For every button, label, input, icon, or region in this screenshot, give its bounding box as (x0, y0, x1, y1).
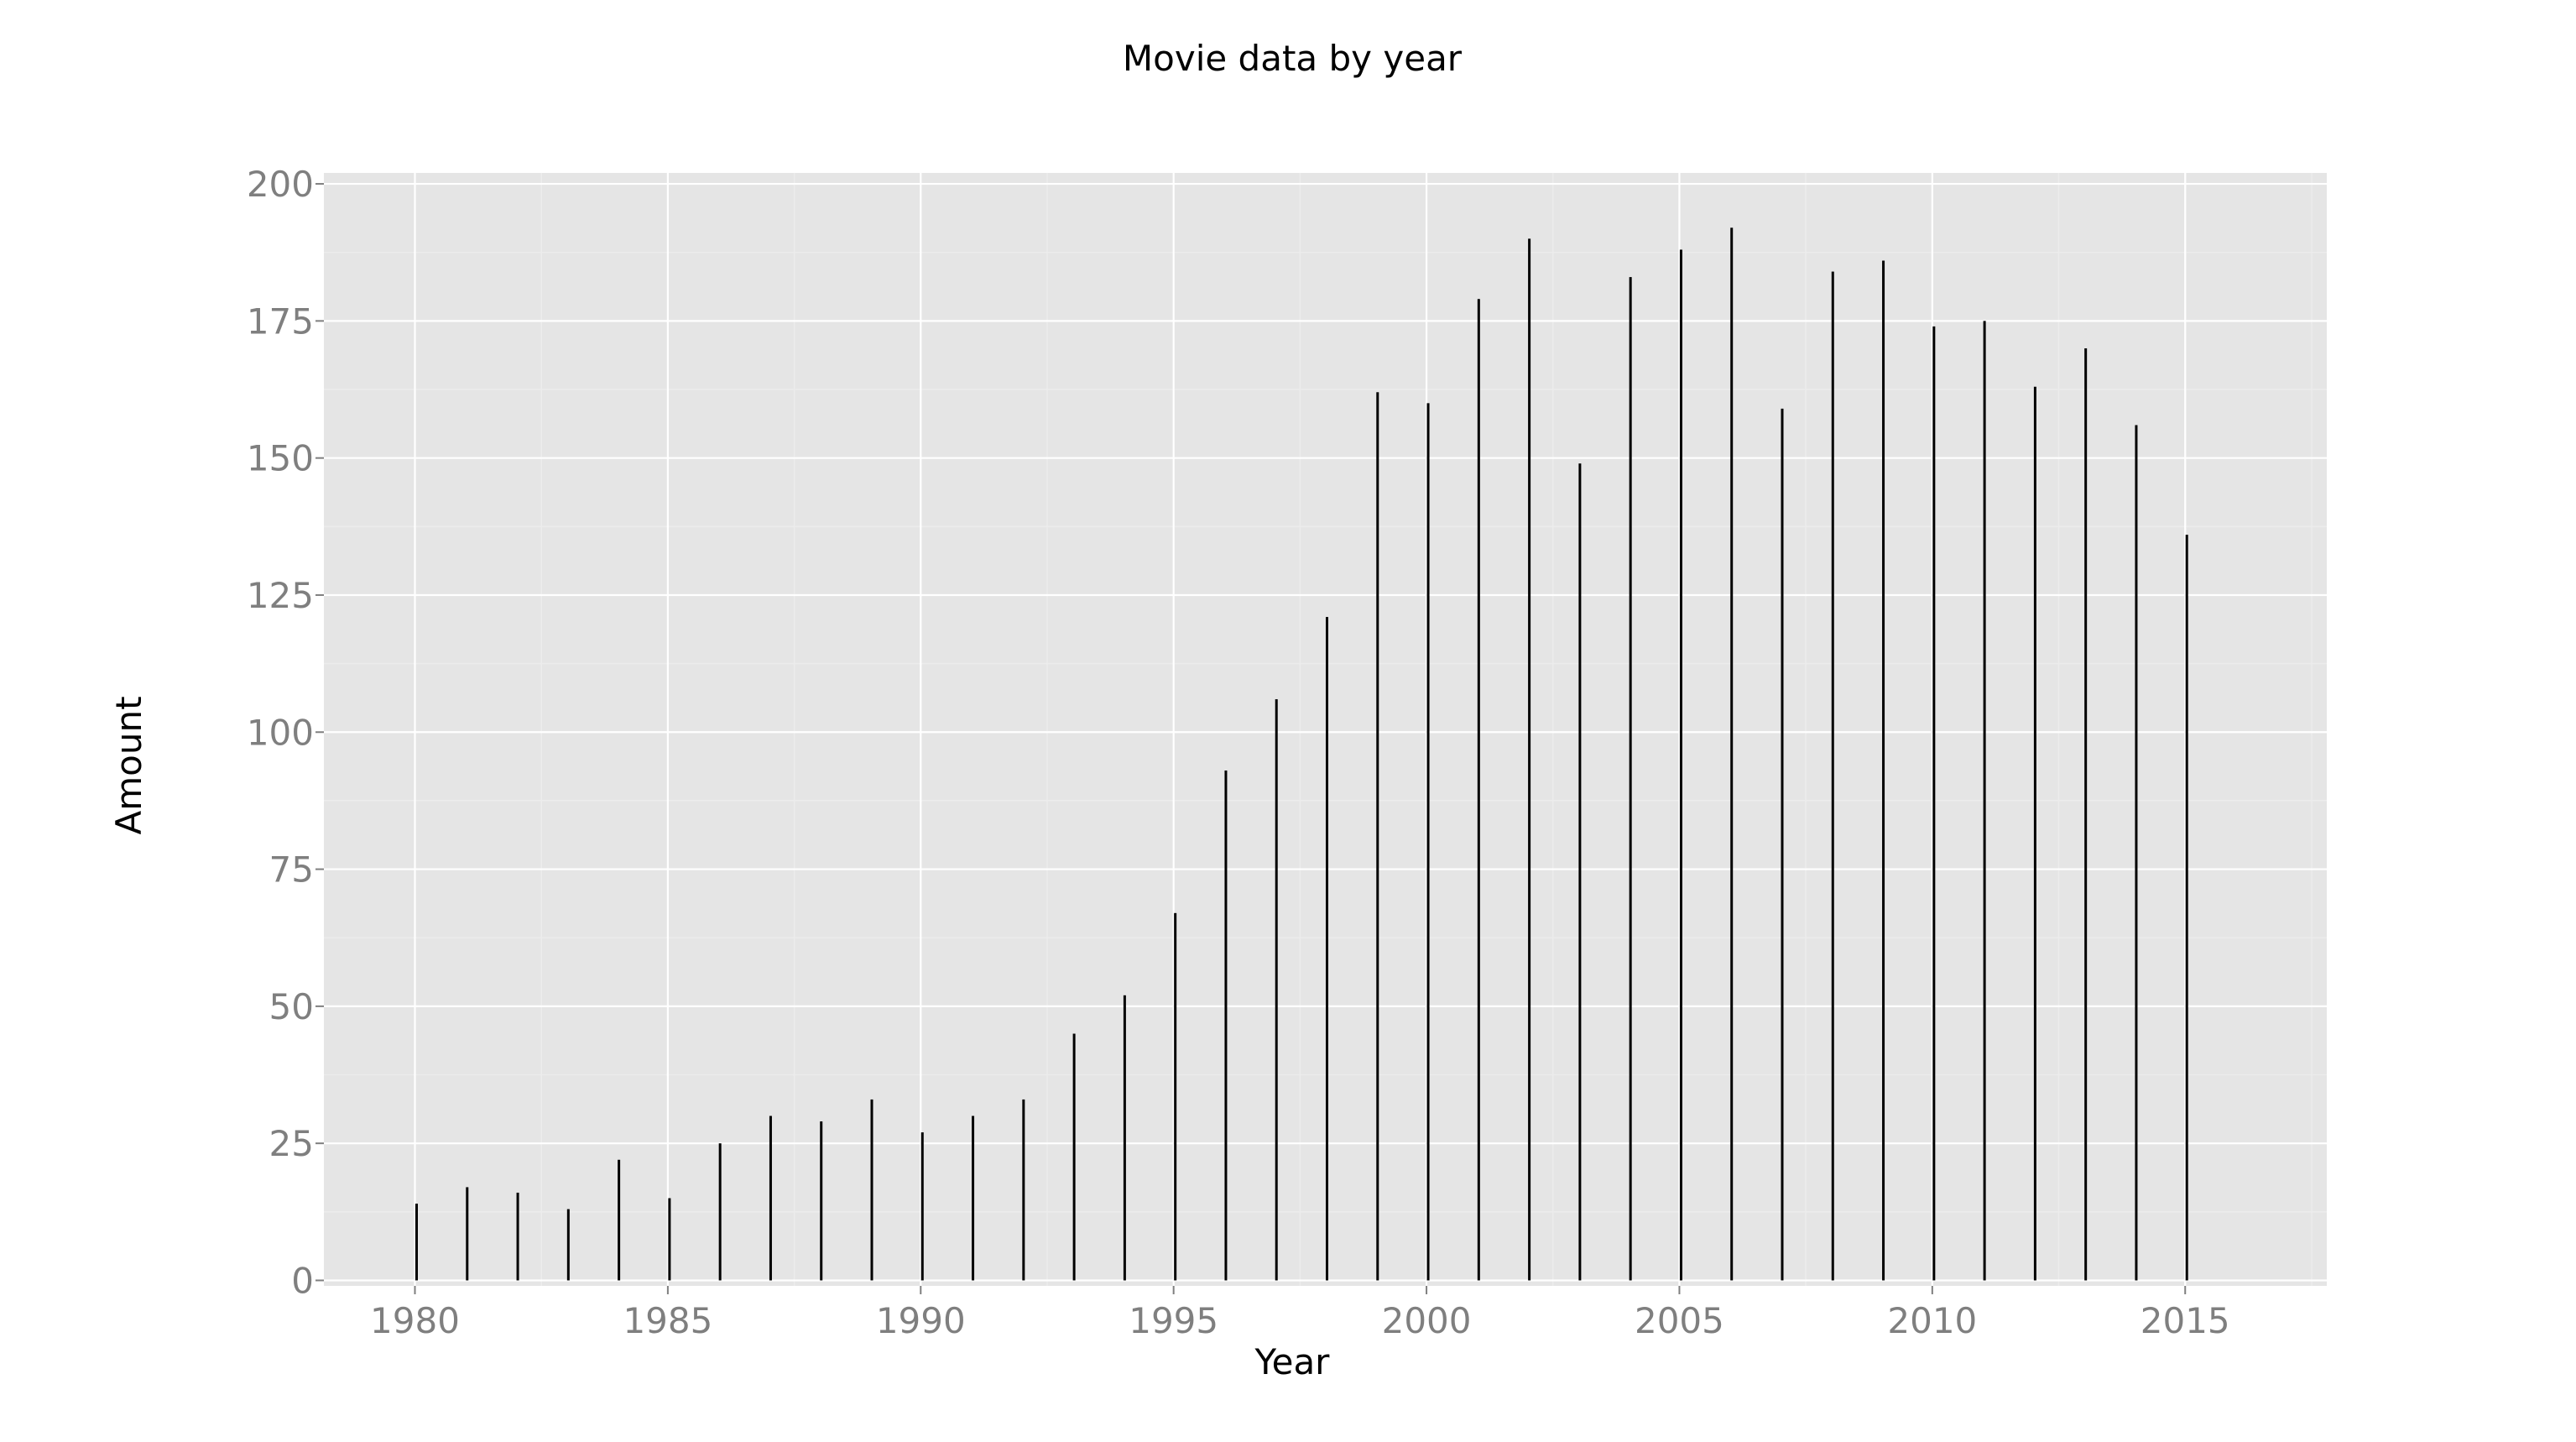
x-tick-label: 1990 (876, 1300, 966, 1341)
bar-1982 (516, 1192, 519, 1281)
y-tick-label: 0 (291, 1260, 314, 1301)
bar-2004 (1629, 277, 1632, 1281)
bar-1990 (920, 1132, 924, 1281)
y-tick-label: 125 (247, 575, 314, 616)
bar-2003 (1578, 463, 1582, 1281)
bar-2008 (1831, 271, 1834, 1281)
x-axis-title: Year (1254, 1341, 1331, 1382)
x-axis-ticks: 1980 1985 1990 1995 2000 2005 2010 2015 (370, 1286, 2230, 1341)
bar-1984 (618, 1159, 621, 1281)
bar-2007 (1781, 408, 1784, 1281)
y-axis-title: Amount (108, 696, 149, 834)
y-tick-label: 75 (269, 849, 314, 891)
bar-1986 (718, 1143, 722, 1281)
y-tick-label: 200 (247, 164, 314, 205)
bar-1980 (415, 1204, 418, 1281)
x-tick-label: 2000 (1382, 1300, 1472, 1341)
minor-gridlines (324, 173, 2327, 1286)
bar-2005 (1679, 249, 1682, 1281)
bar-2010 (1932, 326, 1936, 1281)
bar-2009 (1882, 260, 1885, 1281)
x-tick-label: 2005 (1635, 1300, 1724, 1341)
y-tick-label: 150 (247, 438, 314, 479)
bar-1992 (1022, 1099, 1025, 1281)
bar-1988 (820, 1121, 823, 1281)
x-tick-label: 1985 (623, 1300, 712, 1341)
bar-1994 (1123, 995, 1126, 1281)
x-tick-label: 1980 (370, 1300, 460, 1341)
bar-1989 (870, 1099, 873, 1281)
y-axis-ticks: 0 25 50 75 100 125 150 175 200 (247, 164, 324, 1301)
bar-1981 (466, 1187, 469, 1281)
y-tick-label: 50 (269, 986, 314, 1027)
bar-2006 (1730, 227, 1734, 1281)
bar-1999 (1376, 392, 1379, 1281)
chart-title: Movie data by year (1123, 38, 1463, 79)
bar-2013 (2084, 348, 2088, 1281)
bar-1993 (1072, 1033, 1076, 1281)
y-tick-label: 100 (247, 712, 314, 753)
x-tick-label: 2010 (1887, 1300, 1977, 1341)
bar-2002 (1528, 238, 1531, 1281)
bar-2001 (1477, 299, 1480, 1281)
bar-2012 (2033, 386, 2036, 1281)
bar-1991 (972, 1115, 975, 1281)
plot-panel (324, 173, 2327, 1286)
bar-2000 (1426, 403, 1430, 1281)
bar-2015 (2185, 535, 2188, 1281)
bar-series (415, 227, 2188, 1281)
major-gridlines (324, 173, 2327, 1286)
bar-2014 (2135, 425, 2138, 1281)
bar-1997 (1275, 699, 1278, 1281)
y-tick-label: 25 (269, 1123, 314, 1164)
bar-1987 (769, 1115, 772, 1281)
bar-1996 (1224, 770, 1228, 1281)
bar-1998 (1326, 617, 1328, 1281)
bar-1983 (566, 1209, 570, 1281)
bar-1985 (668, 1198, 671, 1281)
plot-area: 1980 1985 1990 1995 2000 2005 2010 2015 0 25 50 75… (247, 164, 2327, 1341)
bar-1995 (1174, 912, 1177, 1281)
bar-2011 (1983, 321, 1986, 1281)
x-tick-label: 2015 (2141, 1300, 2230, 1341)
x-tick-label: 1995 (1129, 1300, 1218, 1341)
y-tick-label: 175 (247, 300, 314, 342)
